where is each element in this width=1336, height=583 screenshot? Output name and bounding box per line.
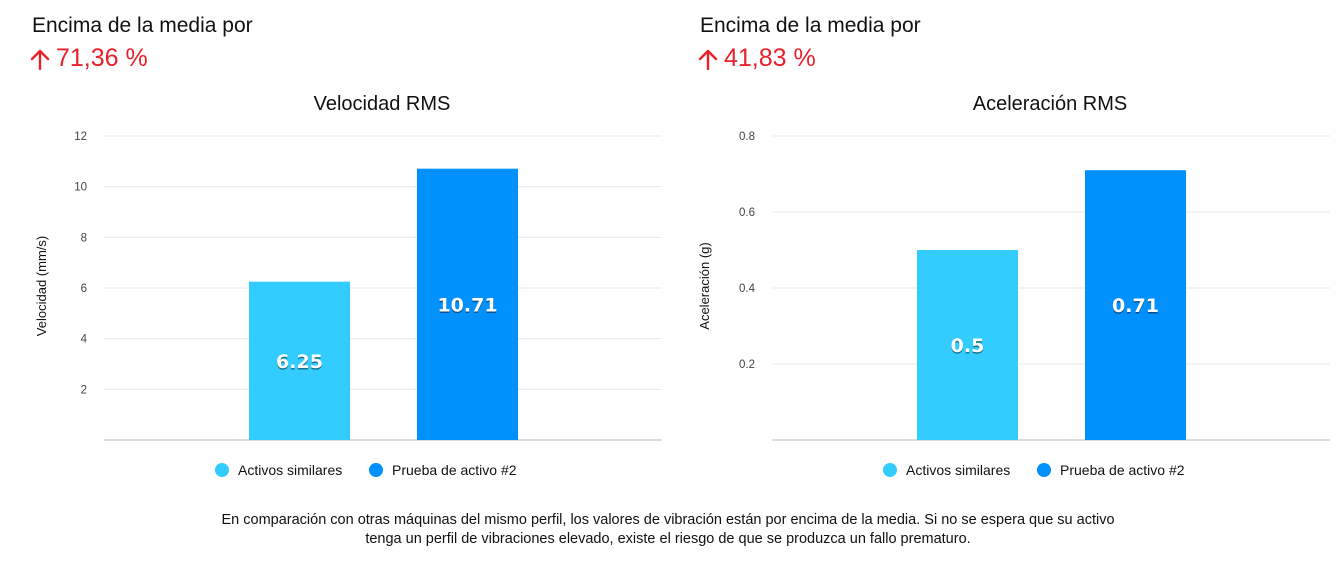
legend-marker: [1037, 463, 1051, 477]
footer-line: En comparación con otras máquinas del mi…: [221, 512, 1115, 528]
legend-label: Activos similares: [238, 462, 342, 478]
bar: [1085, 170, 1186, 440]
y-tick-label: 0.8: [739, 131, 755, 143]
y-tick-label: 12: [74, 131, 87, 143]
legend-label: Prueba de activo #2: [392, 462, 517, 478]
delta-indicator: 41,83 %: [698, 44, 816, 73]
bar: [417, 168, 518, 440]
y-axis-label: Velocidad (mm/s): [34, 236, 49, 336]
bar-label-shadow: 0.5: [951, 337, 985, 359]
y-tick-label: 0.6: [739, 207, 755, 219]
arrow-up-icon: [698, 49, 718, 70]
y-tick-label: 10: [74, 182, 87, 194]
footer: En comparación con otras máquinas del mi…: [0, 492, 1336, 583]
bar-data-label: 6.25: [276, 351, 323, 373]
legend-label: Activos similares: [906, 462, 1010, 478]
bar-data-label: 0.71: [1112, 295, 1159, 317]
y-tick-label: 2: [81, 384, 87, 396]
delta-indicator: 71,36 %: [30, 44, 148, 73]
y-tick-label: 0.4: [739, 283, 756, 295]
footer-text: En comparación con otras máquinas del mi…: [100, 511, 1236, 549]
delta-value: 41,83 %: [724, 44, 816, 72]
chart-title: Aceleración RMS: [973, 93, 1128, 115]
delta-value: 71,36 %: [56, 44, 148, 72]
bar-data-label: 0.5: [951, 335, 985, 357]
footer-line: tenga un perfil de vibraciones elevado, …: [365, 531, 971, 547]
bar-label-shadow: 6.25: [276, 352, 323, 374]
acceleration-chart: Aceleración RMS Aceleración (g) 0.2 0.4 0.6 0…: [697, 93, 1330, 478]
panel-heading: Encima de la media por: [32, 14, 253, 37]
legend-marker: [883, 463, 897, 477]
acceleration-panel: Encima de la media por 41,83 % Aceleraci…: [668, 0, 1336, 492]
y-tick-label: 0.2: [739, 359, 755, 371]
velocity-chart: Velocidad RMS Velocidad (mm/s) 2 4 6 8 10 12 6.2…: [34, 93, 662, 478]
y-tick-label: 6: [81, 283, 87, 295]
bar-label-shadow: 10.71: [437, 296, 497, 318]
bar: [249, 281, 350, 440]
bar: [917, 250, 1018, 440]
y-tick-label: 8: [81, 232, 87, 244]
panel-heading: Encima de la media por: [700, 14, 921, 37]
bar-data-label: 10.71: [437, 294, 497, 316]
y-tick-label: 4: [81, 334, 88, 346]
arrow-up-icon: [30, 49, 50, 70]
legend-marker: [369, 463, 383, 477]
chart-title: Velocidad RMS: [314, 93, 451, 115]
y-axis-label: Aceleración (g): [697, 242, 712, 329]
velocity-panel: Encima de la media por 71,36 % Velocidad…: [0, 0, 668, 492]
legend-marker: [215, 463, 229, 477]
bar-label-shadow: 0.71: [1112, 297, 1159, 319]
legend-label: Prueba de activo #2: [1060, 462, 1185, 478]
